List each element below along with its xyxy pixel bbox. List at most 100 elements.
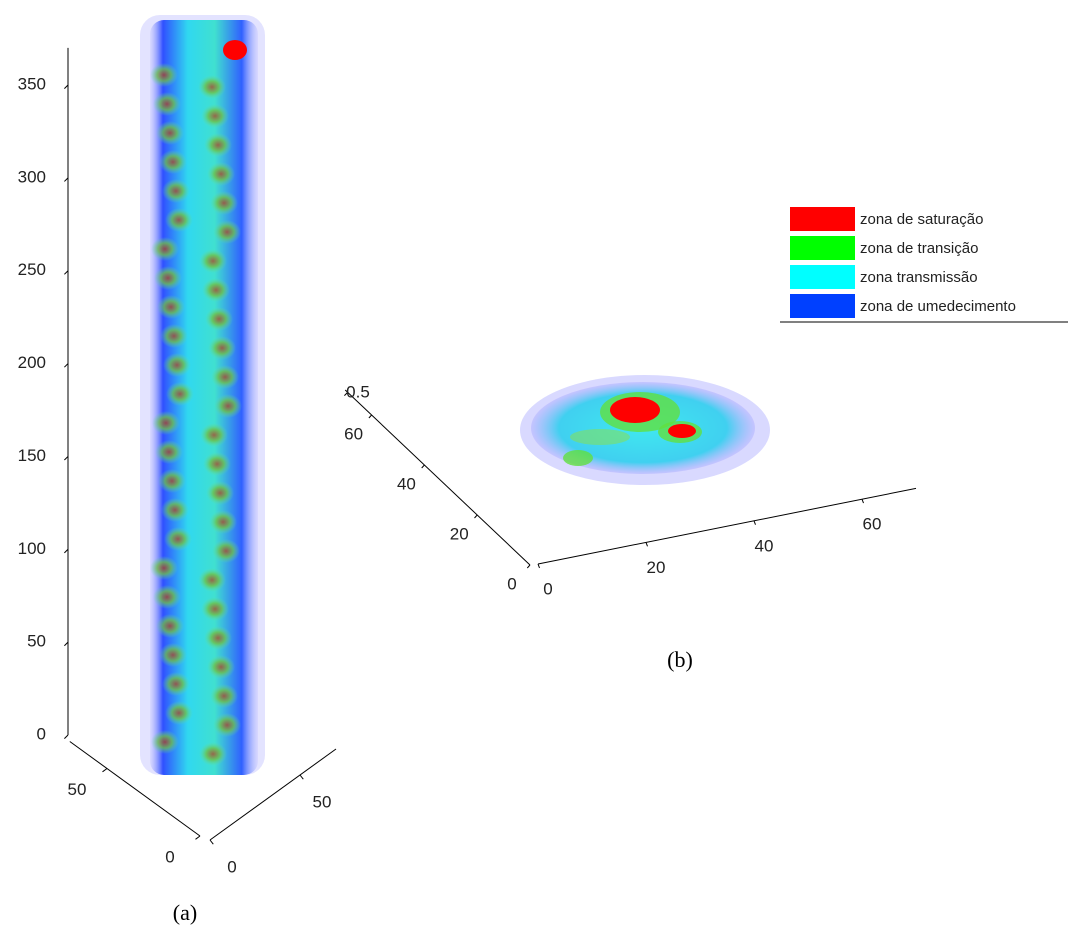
y-tick-label: 20 (450, 524, 469, 543)
blob (200, 423, 228, 447)
blob (151, 730, 179, 754)
blob (205, 307, 233, 331)
blob (154, 266, 182, 290)
x-tick-label: 50 (68, 780, 87, 799)
z-tick-label: 100 (18, 539, 46, 558)
blob (213, 220, 241, 244)
z-tick-label: 0 (37, 724, 46, 743)
blob (157, 295, 185, 319)
blob (198, 568, 226, 592)
blob (212, 539, 240, 563)
x-tick-label: 0 (543, 579, 552, 598)
y-axis (345, 390, 530, 565)
z-tick (64, 271, 68, 275)
caption: (a) (173, 900, 197, 925)
x-tick (538, 564, 540, 568)
blob (159, 643, 187, 667)
blob (164, 527, 192, 551)
z-tick (64, 456, 68, 460)
blob (202, 278, 230, 302)
x-tick (196, 836, 201, 839)
blob (153, 92, 181, 116)
blob (150, 63, 178, 87)
blob (152, 411, 180, 435)
blob (156, 121, 184, 145)
z-tick (64, 85, 68, 89)
blob (155, 440, 183, 464)
z-tick-label: 300 (18, 167, 46, 186)
x-tick-label: 20 (647, 558, 666, 577)
blob (213, 713, 241, 737)
x-tick-label: 60 (863, 515, 882, 534)
y-tick (210, 840, 213, 844)
blob (214, 394, 242, 418)
y-tick-label: 0 (507, 574, 516, 593)
x-tick-label: 0 (165, 847, 174, 866)
y-tick (475, 515, 478, 518)
blob (204, 133, 232, 157)
blob (151, 237, 179, 261)
blob (158, 469, 186, 493)
blob (161, 498, 189, 522)
z-tick-label: 200 (18, 353, 46, 372)
blob (209, 510, 237, 534)
blob (199, 742, 227, 766)
z-tick (64, 642, 68, 646)
legend-label: zona de saturação (860, 211, 983, 228)
blob (162, 179, 190, 203)
x-tick (754, 521, 756, 525)
blob (207, 162, 235, 186)
y-tick-label: 60 (344, 424, 363, 443)
blob (203, 452, 231, 476)
blob (162, 672, 190, 696)
z-tick-label: 0.5 (346, 382, 370, 401)
blob (153, 585, 181, 609)
z-tick-label: 50 (27, 632, 46, 651)
z-tick-label: 250 (18, 260, 46, 279)
z-tick (64, 735, 68, 739)
z-tick (64, 178, 68, 182)
blob (165, 208, 193, 232)
z-tick (64, 549, 68, 553)
blob (199, 249, 227, 273)
volume-a (140, 15, 265, 775)
x-axis (538, 488, 916, 564)
legend-label: zona transmissão (860, 269, 978, 286)
blob (208, 336, 236, 360)
legend-label: zona de transição (860, 240, 978, 257)
volume-b (520, 375, 770, 485)
blob (201, 104, 229, 128)
y-tick (527, 565, 530, 568)
legend-swatch (790, 207, 855, 231)
blob (206, 481, 234, 505)
y-tick-label: 40 (397, 474, 416, 493)
legend-label: zona de umedecimento (860, 298, 1016, 315)
blob (159, 150, 187, 174)
blob (160, 324, 188, 348)
y-tick-label: 50 (313, 792, 332, 811)
blob (163, 353, 191, 377)
blob (156, 614, 184, 638)
legend-swatch (790, 236, 855, 260)
y-tick-label: 0 (227, 857, 236, 876)
blob (210, 684, 238, 708)
legend-swatch (790, 265, 855, 289)
blob (165, 701, 193, 725)
x-tick (862, 499, 864, 503)
z-tick-label: 350 (18, 74, 46, 93)
x-tick-label: 40 (755, 536, 774, 555)
z-tick-label: 150 (18, 446, 46, 465)
blob (198, 75, 226, 99)
caption: (b) (667, 647, 693, 672)
x-tick (103, 769, 108, 772)
blob (207, 655, 235, 679)
blob (166, 382, 194, 406)
legend-swatch (790, 294, 855, 318)
z-tick (64, 364, 68, 368)
y-tick (369, 415, 372, 418)
blob (211, 365, 239, 389)
blob (204, 626, 232, 650)
y-tick (300, 775, 303, 779)
figure: 0 50 0 50 0 50 100 150 200 250 300 350 (a) 0 20 40 60 0 20… (0, 0, 1068, 932)
blob (201, 597, 229, 621)
